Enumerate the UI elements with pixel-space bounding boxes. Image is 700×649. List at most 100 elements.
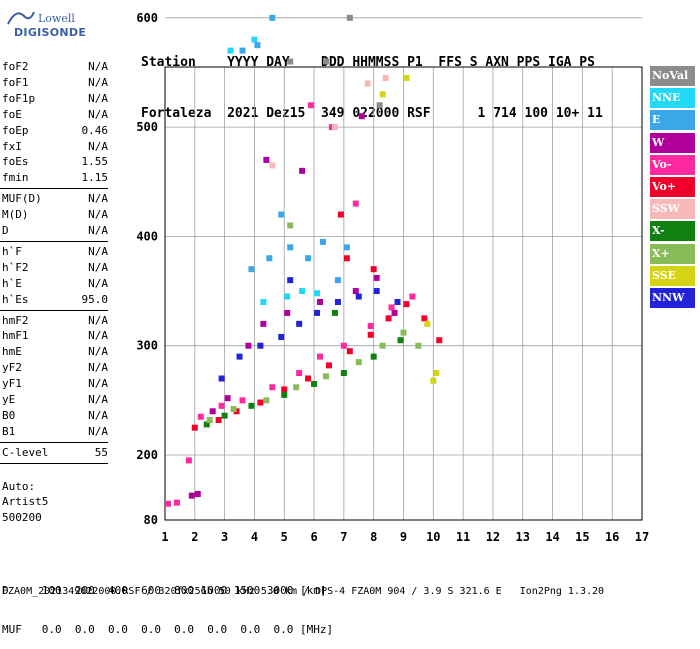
x-tick-label: 1 [161, 530, 168, 544]
param-row-hes: h`Es 95.0 [2, 293, 108, 309]
echo-point-vo [367, 331, 374, 338]
param-name: h`F [2, 244, 22, 258]
echo-point-nne [227, 47, 234, 54]
echo-point-vo [409, 293, 416, 300]
param-name: h`F2 [2, 260, 29, 274]
plot-frame [164, 66, 643, 521]
echo-point-vo [305, 375, 312, 382]
echo-point-vo [436, 337, 443, 344]
echo-point-nnw [394, 298, 401, 305]
param-row-b1: B1 N/A [2, 425, 108, 441]
muf-table: D 100 200 400 600 800 1000 1500 3000 [km… [2, 558, 333, 649]
echo-point-vo [185, 457, 192, 464]
legend-item-vo: Vo+ [650, 176, 695, 197]
param-separator [0, 188, 108, 190]
param-name: foF1p [2, 91, 36, 105]
param-value: 0.46 [81, 123, 109, 137]
param-row-fmin: fmin 1.15 [2, 171, 108, 187]
param-name: hmF2 [2, 313, 29, 327]
param-value: 95.0 [81, 292, 109, 306]
param-name: B1 [2, 424, 16, 438]
legend-item-w: W [650, 132, 695, 153]
echo-point-ssw [382, 74, 389, 81]
echo-point-noval [376, 102, 383, 109]
param-row-hmf1: hmF1 N/A [2, 329, 108, 345]
echo-point-x [293, 384, 300, 391]
param-value: N/A [88, 424, 108, 438]
echo-point-w [352, 288, 359, 295]
header-labels: Station YYYY DAY DDD HHMMSS P1 FFS S AXN… [141, 55, 595, 70]
echo-point-vo [164, 500, 171, 507]
echo-point-w [209, 408, 216, 415]
echo-point-vo [239, 397, 246, 404]
x-tick-label: 6 [310, 530, 317, 544]
param-name: B0 [2, 408, 16, 422]
x-tick-label: 5 [281, 530, 288, 544]
echo-point-vo [367, 323, 374, 330]
param-row-foep: foEp 0.46 [2, 124, 108, 140]
echo-point-nne [284, 293, 291, 300]
echo-point-e [248, 266, 255, 273]
param-row-fxi: fxI N/A [2, 140, 108, 156]
echo-point-vo [352, 200, 359, 207]
echo-point-vo [370, 266, 377, 273]
param-value: N/A [88, 260, 108, 274]
x-tick-label: 8 [370, 530, 377, 544]
param-value: N/A [88, 208, 108, 222]
param-name: foE [2, 107, 22, 121]
echo-point-noval [346, 14, 353, 21]
echo-point-x [397, 337, 404, 344]
param-value: N/A [88, 345, 108, 359]
param-value: 1.15 [81, 171, 109, 185]
param-row-fof1p: foF1p N/A [2, 92, 108, 108]
echo-point-vo [173, 499, 180, 506]
legend-item-nne: NNE [650, 88, 695, 109]
echo-point-e [343, 244, 350, 251]
y-tick-label: 80 [144, 513, 158, 527]
echo-point-sse [379, 91, 386, 98]
echo-point-x [203, 421, 210, 428]
param-value: N/A [88, 91, 108, 105]
echo-point-nne [251, 36, 258, 43]
param-row-clevel: C-level 55 [2, 446, 108, 462]
echo-point-x [287, 222, 294, 229]
param-name: fxI [2, 139, 22, 153]
auto-scaling-line: Artist5 [2, 494, 49, 508]
echo-point-e [266, 255, 273, 262]
echo-point-nnw [296, 320, 303, 327]
param-name: MUF(D) [2, 192, 42, 206]
param-row-mufd: MUF(D) N/A [2, 192, 108, 208]
y-tick-label: 300 [136, 339, 158, 353]
legend-item-e: E [650, 110, 695, 131]
param-name: yE [2, 393, 16, 406]
echo-point-w [284, 309, 291, 316]
param-value: N/A [88, 361, 108, 375]
param-value: N/A [88, 377, 108, 391]
param-separator [0, 309, 108, 311]
param-row-d: D N/A [2, 224, 108, 240]
echo-point-x [331, 309, 338, 316]
param-name: foEp [2, 123, 29, 137]
echo-point-noval [322, 58, 329, 65]
legend-item-nnw: NNW [650, 287, 695, 308]
param-row-fof2: foF2 N/A [2, 60, 108, 76]
logo-text-digisonde: DIGISONDE [14, 26, 87, 39]
param-name: hmE [2, 345, 22, 359]
echo-point-e [269, 14, 276, 21]
echo-point-nnw [314, 309, 321, 316]
param-row-b0: B0 N/A [2, 409, 108, 425]
echo-point-w [194, 491, 201, 497]
x-tick-label: 4 [251, 530, 258, 544]
y-tick-label: 600 [136, 11, 158, 25]
echo-point-x [263, 397, 270, 404]
echo-point-vo [257, 399, 264, 406]
legend-item-ssw: SSW [650, 199, 695, 220]
echo-point-w [260, 320, 267, 327]
echo-point-vo [191, 424, 198, 431]
x-tick-label: 14 [545, 530, 559, 544]
echo-point-vo [325, 362, 332, 369]
legend-item-noval: NoVal [650, 66, 695, 86]
x-tick-label: 13 [516, 530, 530, 544]
param-value: N/A [88, 393, 108, 406]
param-value: N/A [88, 313, 108, 327]
